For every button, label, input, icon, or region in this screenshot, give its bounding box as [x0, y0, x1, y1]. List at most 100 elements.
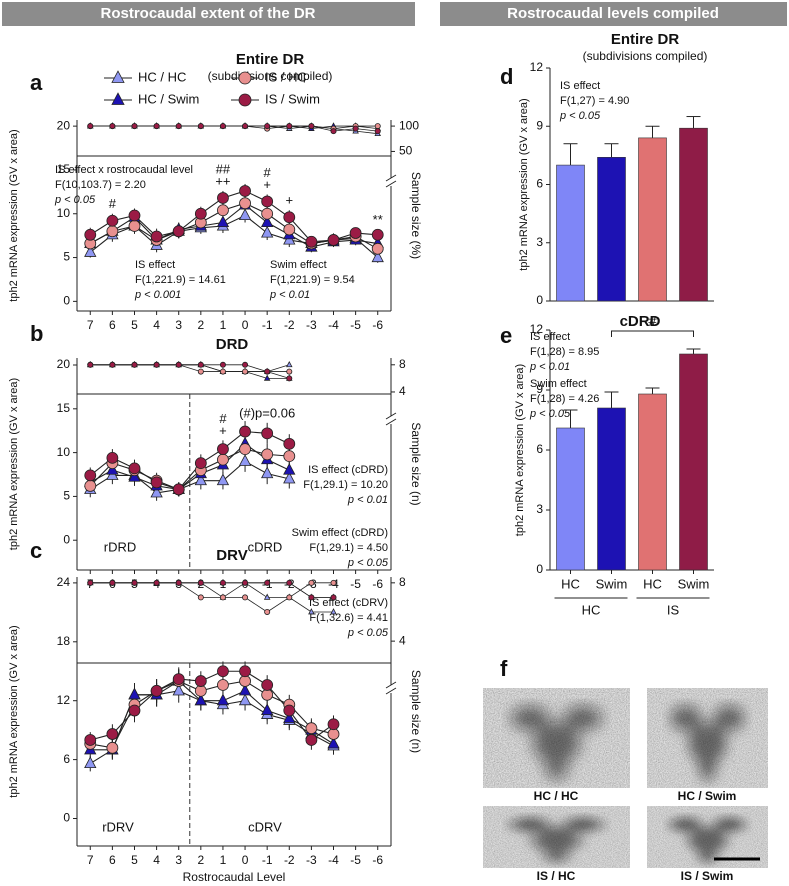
- panel-label: e: [500, 323, 512, 348]
- data-point: [305, 722, 318, 735]
- x-tick-label: 5: [131, 853, 138, 867]
- sample-size-point: [286, 360, 293, 368]
- sample-size-point: [242, 594, 249, 601]
- x-axis-label: Rostrocaudal Level: [183, 870, 286, 884]
- sample-size-point: [286, 594, 293, 601]
- region-label: cDRD: [248, 539, 283, 554]
- sample-size-point: [374, 128, 381, 135]
- stat-text: IS effect x rostrocaudal level: [55, 164, 193, 176]
- break-mark: [385, 418, 397, 426]
- x-tick-label: 3: [175, 318, 182, 332]
- panel-label: d: [500, 64, 513, 89]
- data-point: [84, 734, 97, 746]
- data-point: [217, 453, 229, 466]
- sample-size-point: [153, 579, 160, 586]
- stat-text: IS effect (cDRV): [309, 597, 388, 609]
- image-label: HC / Swim: [678, 789, 737, 803]
- x-tick-label: HC: [561, 576, 580, 591]
- comparison-mark: #: [648, 313, 657, 330]
- x-tick-label: -5: [350, 577, 361, 591]
- x-tick-label: 0: [242, 318, 249, 332]
- series-line: [89, 448, 290, 491]
- y-tick-label: 5: [63, 489, 70, 503]
- data-point: [261, 215, 274, 228]
- sample-size-point: [286, 375, 293, 382]
- data-point: [283, 711, 296, 723]
- series-line: [90, 670, 334, 741]
- y-tick-label: 0: [63, 294, 70, 308]
- sample-size-point: [263, 374, 271, 381]
- stat-text: p < 0.01: [529, 361, 570, 373]
- stat-text: F(10,103.7) = 2.20: [55, 179, 146, 191]
- group-label: IS: [667, 602, 680, 617]
- y2-tick-label: 8: [399, 575, 406, 589]
- y-tick-label: 0: [536, 293, 543, 307]
- y-tick-label: 3: [536, 235, 543, 249]
- data-point: [84, 469, 97, 482]
- x-tick-label: 7: [87, 318, 94, 332]
- data-point: [172, 483, 185, 496]
- header: Rostrocaudal extent of the DR: [100, 5, 315, 22]
- x-tick-label: -6: [372, 853, 383, 867]
- data-point: [283, 450, 296, 463]
- y2-tick-label: 100: [399, 118, 419, 132]
- significance-mark: +: [263, 177, 271, 192]
- data-point: [84, 756, 97, 769]
- series-line: [90, 680, 334, 751]
- data-point: [327, 728, 340, 740]
- panel-label: b: [30, 321, 43, 346]
- data-point: [106, 214, 119, 227]
- data-point: [283, 462, 296, 475]
- sample-size-point: [286, 579, 293, 586]
- panel-title: DRD: [216, 336, 249, 353]
- data-point: [150, 684, 163, 697]
- data-point: [217, 204, 229, 217]
- sample-size-point: [219, 594, 226, 601]
- data-point: [217, 665, 229, 678]
- header-bar: [2, 2, 415, 26]
- axis-break: [388, 416, 394, 424]
- x-tick-label: 1: [220, 853, 227, 867]
- series-line: [89, 431, 290, 491]
- sample-size-point: [131, 579, 138, 586]
- x-tick-label: Swim: [678, 576, 710, 591]
- y-tick-label: 10: [57, 445, 71, 459]
- stat-text: p < 0.05: [347, 557, 389, 569]
- data-point: [194, 684, 207, 697]
- y2-axis-label: Sample size (n): [409, 670, 423, 753]
- legend-marker: [111, 92, 125, 105]
- x-tick-label: -6: [372, 577, 383, 591]
- x-tick-label: 6: [109, 853, 116, 867]
- data-point: [239, 197, 251, 210]
- break-mark: [385, 412, 397, 420]
- data-point: [261, 679, 274, 691]
- data-point: [283, 437, 296, 450]
- data-point: [283, 704, 296, 717]
- x-tick-label: 3: [175, 853, 182, 867]
- sample-size-point: [264, 368, 271, 375]
- data-point: [128, 462, 141, 475]
- data-point: [239, 665, 251, 678]
- x-tick-label: 7: [87, 853, 94, 867]
- data-point: [172, 683, 185, 696]
- sample-size-point: [197, 368, 204, 375]
- data-point: [217, 192, 229, 204]
- data-point: [239, 675, 251, 687]
- y-tick-label: 12: [530, 322, 544, 336]
- stat-text: p < 0.01: [347, 494, 388, 506]
- data-point: [84, 228, 97, 241]
- comparison-bracket: [611, 330, 694, 337]
- bar: [556, 164, 585, 302]
- header-bar: [440, 2, 787, 26]
- sample-size-point: [330, 608, 337, 615]
- sample-size-point: [131, 361, 138, 368]
- significance-mark: +: [219, 423, 227, 438]
- sample-size-point: [109, 579, 116, 586]
- data-point: [349, 227, 362, 239]
- micrograph: [483, 688, 630, 788]
- sample-size-point: [242, 368, 249, 375]
- stat-text: p < 0.05: [529, 408, 571, 420]
- legend-label: HC / HC: [138, 69, 186, 84]
- y2-tick-label: 4: [399, 384, 406, 398]
